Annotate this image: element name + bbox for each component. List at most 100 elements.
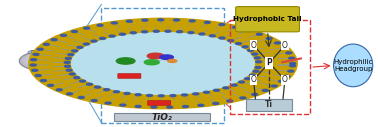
Text: ~: ~: [156, 58, 162, 64]
Circle shape: [235, 43, 242, 45]
Circle shape: [252, 93, 258, 95]
Circle shape: [188, 32, 194, 34]
Circle shape: [30, 64, 36, 66]
Circle shape: [249, 74, 256, 76]
Circle shape: [242, 46, 248, 48]
Circle shape: [170, 95, 176, 97]
Circle shape: [60, 34, 67, 36]
Circle shape: [209, 35, 215, 37]
Circle shape: [32, 69, 38, 71]
Circle shape: [266, 37, 272, 39]
Circle shape: [64, 51, 74, 54]
Circle shape: [142, 19, 148, 21]
Circle shape: [109, 35, 115, 37]
Text: ~: ~: [167, 65, 174, 72]
Circle shape: [25, 52, 75, 69]
Circle shape: [78, 97, 84, 98]
Circle shape: [281, 47, 287, 49]
Circle shape: [35, 56, 60, 65]
Text: O: O: [282, 75, 288, 84]
Circle shape: [66, 69, 72, 71]
Circle shape: [232, 26, 239, 28]
Circle shape: [33, 53, 39, 55]
Circle shape: [21, 51, 80, 71]
Text: O: O: [251, 41, 257, 50]
Text: O: O: [31, 50, 35, 55]
Circle shape: [37, 48, 43, 50]
Circle shape: [26, 53, 73, 68]
Circle shape: [167, 106, 173, 108]
Circle shape: [112, 22, 117, 24]
Circle shape: [228, 40, 234, 42]
Circle shape: [30, 54, 68, 67]
Circle shape: [37, 57, 57, 63]
Circle shape: [28, 53, 70, 68]
Circle shape: [255, 66, 261, 68]
Circle shape: [248, 49, 254, 51]
Text: P: P: [266, 58, 272, 67]
Circle shape: [84, 43, 89, 45]
Circle shape: [193, 93, 199, 95]
Text: TiO₂: TiO₂: [152, 113, 172, 122]
Circle shape: [181, 94, 187, 96]
Circle shape: [168, 59, 177, 62]
Circle shape: [199, 33, 205, 35]
Bar: [101, 8, 225, 123]
Circle shape: [204, 21, 210, 23]
Circle shape: [46, 49, 56, 52]
Circle shape: [284, 75, 290, 77]
Circle shape: [65, 65, 70, 67]
Circle shape: [22, 51, 79, 70]
Circle shape: [160, 55, 174, 59]
Circle shape: [100, 37, 105, 39]
Circle shape: [72, 50, 78, 52]
Circle shape: [116, 58, 135, 64]
Ellipse shape: [333, 44, 373, 87]
Circle shape: [42, 58, 50, 61]
Circle shape: [174, 19, 180, 21]
Circle shape: [256, 61, 262, 63]
Circle shape: [31, 59, 37, 61]
Circle shape: [219, 37, 225, 39]
Circle shape: [34, 56, 62, 65]
Circle shape: [213, 102, 219, 104]
Circle shape: [271, 85, 277, 87]
Text: TiO₂: TiO₂: [40, 56, 62, 65]
Circle shape: [240, 97, 246, 99]
Circle shape: [153, 30, 159, 32]
Circle shape: [147, 53, 164, 59]
Circle shape: [256, 33, 262, 35]
Circle shape: [39, 58, 54, 62]
Circle shape: [219, 23, 225, 26]
Circle shape: [20, 51, 82, 71]
Circle shape: [223, 87, 229, 89]
Circle shape: [105, 102, 111, 104]
Circle shape: [43, 43, 49, 45]
Circle shape: [252, 53, 257, 55]
Circle shape: [124, 92, 130, 94]
Circle shape: [51, 39, 57, 41]
Circle shape: [79, 80, 85, 82]
Circle shape: [97, 24, 103, 26]
Circle shape: [48, 84, 54, 86]
Circle shape: [41, 58, 51, 62]
Text: O: O: [67, 50, 71, 55]
Circle shape: [245, 78, 251, 80]
Circle shape: [130, 32, 136, 34]
Circle shape: [29, 18, 297, 109]
Circle shape: [262, 89, 268, 91]
Circle shape: [23, 52, 78, 70]
Circle shape: [71, 33, 254, 94]
FancyBboxPatch shape: [148, 101, 171, 105]
Text: Hydrophilic
Headgroup: Hydrophilic Headgroup: [333, 59, 373, 72]
Circle shape: [158, 95, 164, 97]
Circle shape: [142, 31, 148, 33]
Text: Ti: Ti: [265, 100, 273, 109]
Circle shape: [254, 57, 260, 59]
Circle shape: [25, 52, 74, 69]
Circle shape: [27, 53, 71, 68]
Circle shape: [56, 89, 62, 91]
Circle shape: [183, 106, 189, 108]
Circle shape: [253, 70, 259, 72]
FancyBboxPatch shape: [118, 74, 141, 78]
